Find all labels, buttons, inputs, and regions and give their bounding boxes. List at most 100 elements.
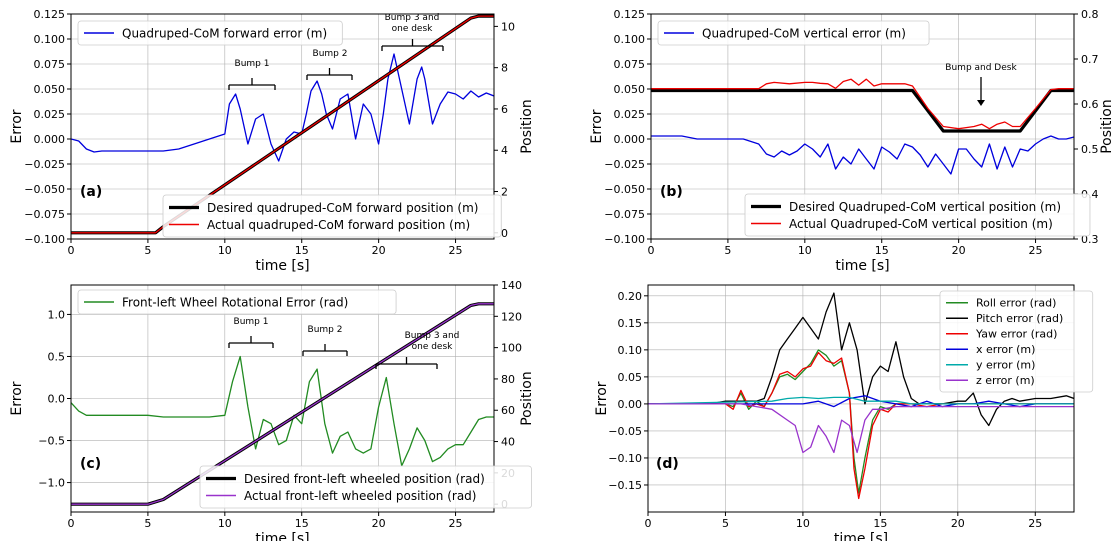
legend-label: z error (m) xyxy=(976,374,1035,387)
axes-frame xyxy=(650,13,1075,240)
axes-frame xyxy=(70,13,495,240)
y-tick-label: −0.100 xyxy=(604,233,645,246)
y-tick-label: 0.025 xyxy=(614,108,646,121)
legend-label: Desired quadruped-CoM forward position (… xyxy=(207,201,478,215)
x-tick-label: 25 xyxy=(449,517,463,530)
panel-a: 0 5 10 15 20 25−0.100−0.075−0.050−0.0250.0000… xyxy=(9,8,535,274)
x-tick-label: 0 xyxy=(648,244,655,257)
legend-label: Actual Quadruped-CoM vertical position (… xyxy=(789,217,1053,231)
series-line-4 xyxy=(648,396,1074,405)
y2-tick-label: 0.7 xyxy=(1081,53,1099,66)
axes-frame xyxy=(647,284,1075,513)
y-tick-label: 0.075 xyxy=(614,58,646,71)
y-tick-label: −0.050 xyxy=(24,183,65,196)
y2-tick-label: 0.8 xyxy=(1081,8,1099,21)
y2-tick-label: 40 xyxy=(501,436,515,449)
y-axis-label: Error xyxy=(9,109,25,143)
y2-tick-label: 80 xyxy=(501,373,515,386)
y2-tick-label: 0 xyxy=(501,227,508,240)
y-tick-label: −0.5 xyxy=(38,435,65,448)
legend-position: Desired quadruped-CoM forward position (… xyxy=(162,194,502,238)
annotation-text: one desk xyxy=(392,24,434,34)
annotation-text: Bump 3 and xyxy=(405,331,460,341)
x-tick-label: 10 xyxy=(218,517,232,530)
legend-frame xyxy=(162,194,502,238)
y-tick-label: 0.075 xyxy=(34,58,66,71)
x-axis-label: time [s] xyxy=(255,258,309,274)
y-tick-label: 0.000 xyxy=(614,133,646,146)
annotation-text: Bump 2 xyxy=(308,325,343,335)
legend-label: Desired Quadruped-CoM vertical position … xyxy=(789,200,1061,214)
x-tick-label: 15 xyxy=(873,517,887,530)
legend-frame xyxy=(744,193,1091,237)
y-tick-label: 0.000 xyxy=(34,133,66,146)
y2-tick-label: 8 xyxy=(501,62,508,75)
y2-tick-label: 120 xyxy=(501,310,522,323)
x-tick-label: 15 xyxy=(875,244,889,257)
y2-tick-label: 4 xyxy=(501,144,508,157)
y2-tick-label: 0.6 xyxy=(1081,98,1099,111)
y2-axis-label: Position xyxy=(1099,99,1115,154)
series-line-1 xyxy=(648,292,1074,427)
y-tick-label: −0.05 xyxy=(608,425,642,438)
series-line-2 xyxy=(71,15,494,234)
series-line-3 xyxy=(648,395,1074,408)
y-tick-label: 1.0 xyxy=(48,308,66,321)
legend-frame xyxy=(939,290,1094,393)
plot-area xyxy=(71,14,494,235)
legend-label: Desired front-left wheeled position (rad… xyxy=(244,472,485,486)
x-tick-label: 25 xyxy=(1029,244,1043,257)
legend-label: Quadruped-CoM forward error (m) xyxy=(122,26,327,40)
x-tick-label: 5 xyxy=(144,517,151,530)
y-tick-label: −0.025 xyxy=(24,158,65,171)
x-axis-label: time [s] xyxy=(835,258,889,274)
y2-tick-label: 6 xyxy=(501,103,508,116)
bump-annotation: Bump 2 xyxy=(302,325,348,356)
series-line-5 xyxy=(648,403,1074,454)
legend-label: Yaw error (rad) xyxy=(975,328,1057,341)
y-tick-label: 0.20 xyxy=(618,290,643,303)
panel-label: (b) xyxy=(660,184,683,200)
x-tick-label: 5 xyxy=(724,244,731,257)
arrow-head xyxy=(977,100,985,106)
y-tick-label: −0.075 xyxy=(24,208,65,221)
legend-label: x error (m) xyxy=(976,343,1035,356)
y2-axis-label: Position xyxy=(519,371,535,426)
series-line-0 xyxy=(71,53,494,162)
y-tick-label: 0.00 xyxy=(618,398,643,411)
panel-label: (a) xyxy=(80,184,102,200)
legend-frame xyxy=(77,289,397,315)
y-tick-label: −1.0 xyxy=(38,477,65,490)
y-tick-label: −0.075 xyxy=(604,208,645,221)
legend-label: Actual quadruped-CoM forward position (m… xyxy=(207,218,470,232)
legend-label: Pitch error (rad) xyxy=(976,312,1063,325)
y-tick-label: −0.100 xyxy=(24,233,65,246)
legend-position: Desired front-left wheeled position (rad… xyxy=(199,465,532,509)
x-tick-label: 15 xyxy=(295,517,309,530)
x-axis-label: time [s] xyxy=(255,531,309,541)
panel-b: 0 5 10 15 20 25 −0.100 −0.075 −0.050 −0.025 0.000 0… xyxy=(589,8,1115,274)
annotation-text: Bump 1 xyxy=(234,317,269,327)
y-tick-label: 0.15 xyxy=(618,317,643,330)
plot-area xyxy=(71,302,494,506)
annotation-text: Bump and Desk xyxy=(945,63,1017,73)
legend-frame xyxy=(657,20,930,46)
y-tick-label: 0.05 xyxy=(618,371,643,384)
y2-tick-label: 60 xyxy=(501,404,515,417)
series-line-0 xyxy=(651,135,1074,175)
bump-annotation: Bump 1 xyxy=(228,59,276,90)
y2-tick-label: 140 xyxy=(501,279,522,292)
y-axis-label: Error xyxy=(594,381,610,415)
x-tick-label: 25 xyxy=(1028,517,1042,530)
x-tick-label: 20 xyxy=(951,517,965,530)
y2-tick-label: 100 xyxy=(501,342,522,355)
y-tick-label: 0.100 xyxy=(34,33,66,46)
y-tick-label: 0.050 xyxy=(614,83,646,96)
y-tick-label: −0.10 xyxy=(608,452,642,465)
x-tick-label: 5 xyxy=(144,244,151,257)
plot-area xyxy=(648,292,1074,500)
y-tick-label: 0.125 xyxy=(34,8,66,21)
y-axis-label: Error xyxy=(9,381,25,415)
x-tick-label: 25 xyxy=(449,244,463,257)
